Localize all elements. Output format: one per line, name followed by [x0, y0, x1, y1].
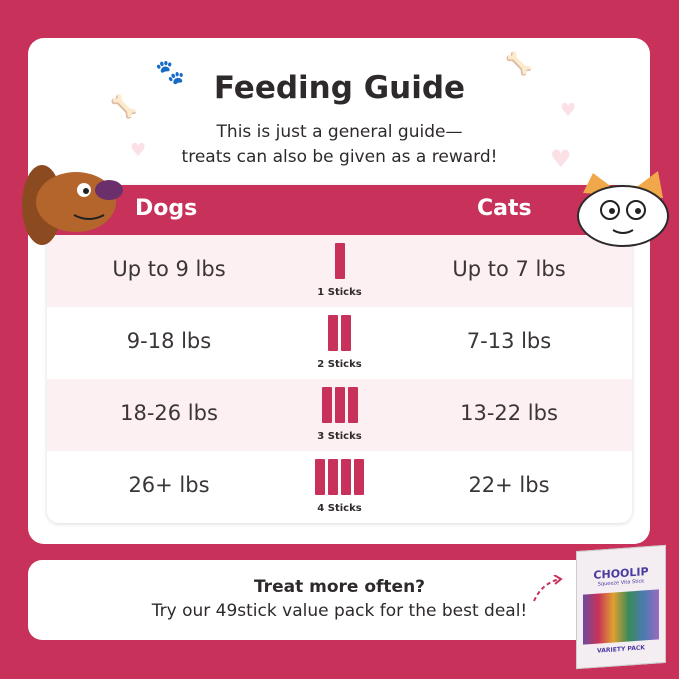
cat-weight: 13-22 lbs	[460, 401, 558, 425]
dashed-arrow-icon	[533, 575, 563, 602]
value-pack-banner	[28, 560, 650, 640]
feeding-table: Up to 9 lbs 1 Sticks Up to 7 lbs 9-18 lb…	[47, 185, 632, 523]
table-row: 9-18 lbs 2 Sticks 7-13 lbs	[47, 307, 632, 379]
stick-icon	[334, 387, 345, 423]
sticks-label: 4 Sticks	[317, 503, 362, 514]
heart-icon: ♥	[130, 140, 147, 161]
product-box-image: CHOOLIP Squeeze Vita Stick VARIETY PACK	[576, 544, 666, 670]
bone-icon: 🦴	[505, 52, 533, 77]
stick-icon	[328, 459, 338, 495]
table-row: 18-26 lbs 3 Sticks 13-22 lbs	[47, 379, 632, 451]
dog-weight: 9-18 lbs	[126, 329, 212, 353]
banner-text: Try our 49stick value pack for the best …	[151, 601, 528, 621]
stick-icon	[328, 315, 338, 351]
header-dogs: Dogs	[135, 196, 198, 221]
sticks-graphic: 1 Sticks	[267, 243, 412, 298]
product-tag: VARIETY PACK	[597, 644, 645, 655]
sticks-label: 2 Sticks	[317, 359, 362, 370]
stick-icon	[354, 459, 364, 495]
stick-icon	[347, 387, 358, 423]
dog-weight: 26+ lbs	[128, 473, 210, 497]
stick-icon	[315, 459, 325, 495]
banner-heading: Treat more often?	[253, 577, 426, 597]
stick-icon	[341, 315, 351, 351]
heart-icon: ♥	[560, 100, 577, 121]
product-sticks	[583, 589, 659, 645]
table-row: 26+ lbs 4 Sticks 22+ lbs	[47, 451, 632, 523]
sticks-graphic: 2 Sticks	[267, 315, 412, 370]
page-title: Feeding Guide	[213, 70, 466, 106]
bone-icon: 🦴	[110, 95, 138, 120]
subtitle-line: This is just a general guide—	[216, 122, 463, 142]
sticks-label: 1 Sticks	[317, 287, 362, 298]
header-cats: Cats	[477, 196, 532, 221]
stick-icon	[321, 387, 332, 423]
cat-illustration	[577, 171, 669, 247]
paw-icon: 🐾	[155, 58, 185, 86]
subtitle: This is just a general guide— treats can…	[0, 120, 679, 170]
stick-icon	[334, 243, 345, 279]
sticks-graphic: 3 Sticks	[267, 387, 412, 442]
sticks-graphic: 4 Sticks	[267, 459, 412, 514]
dog-weight: Up to 9 lbs	[112, 257, 226, 281]
cat-weight: 7-13 lbs	[466, 329, 552, 353]
dog-illustration	[22, 165, 123, 245]
sticks-label: 3 Sticks	[317, 431, 362, 442]
dog-weight: 18-26 lbs	[120, 401, 218, 425]
cat-weight: Up to 7 lbs	[452, 257, 566, 281]
cat-weight: 22+ lbs	[468, 473, 550, 497]
subtitle-line: treats can also be given as a reward!	[181, 147, 498, 167]
heart-icon: ♥	[550, 145, 572, 173]
stick-icon	[341, 459, 351, 495]
table-row: Up to 9 lbs 1 Sticks Up to 7 lbs	[47, 235, 632, 307]
